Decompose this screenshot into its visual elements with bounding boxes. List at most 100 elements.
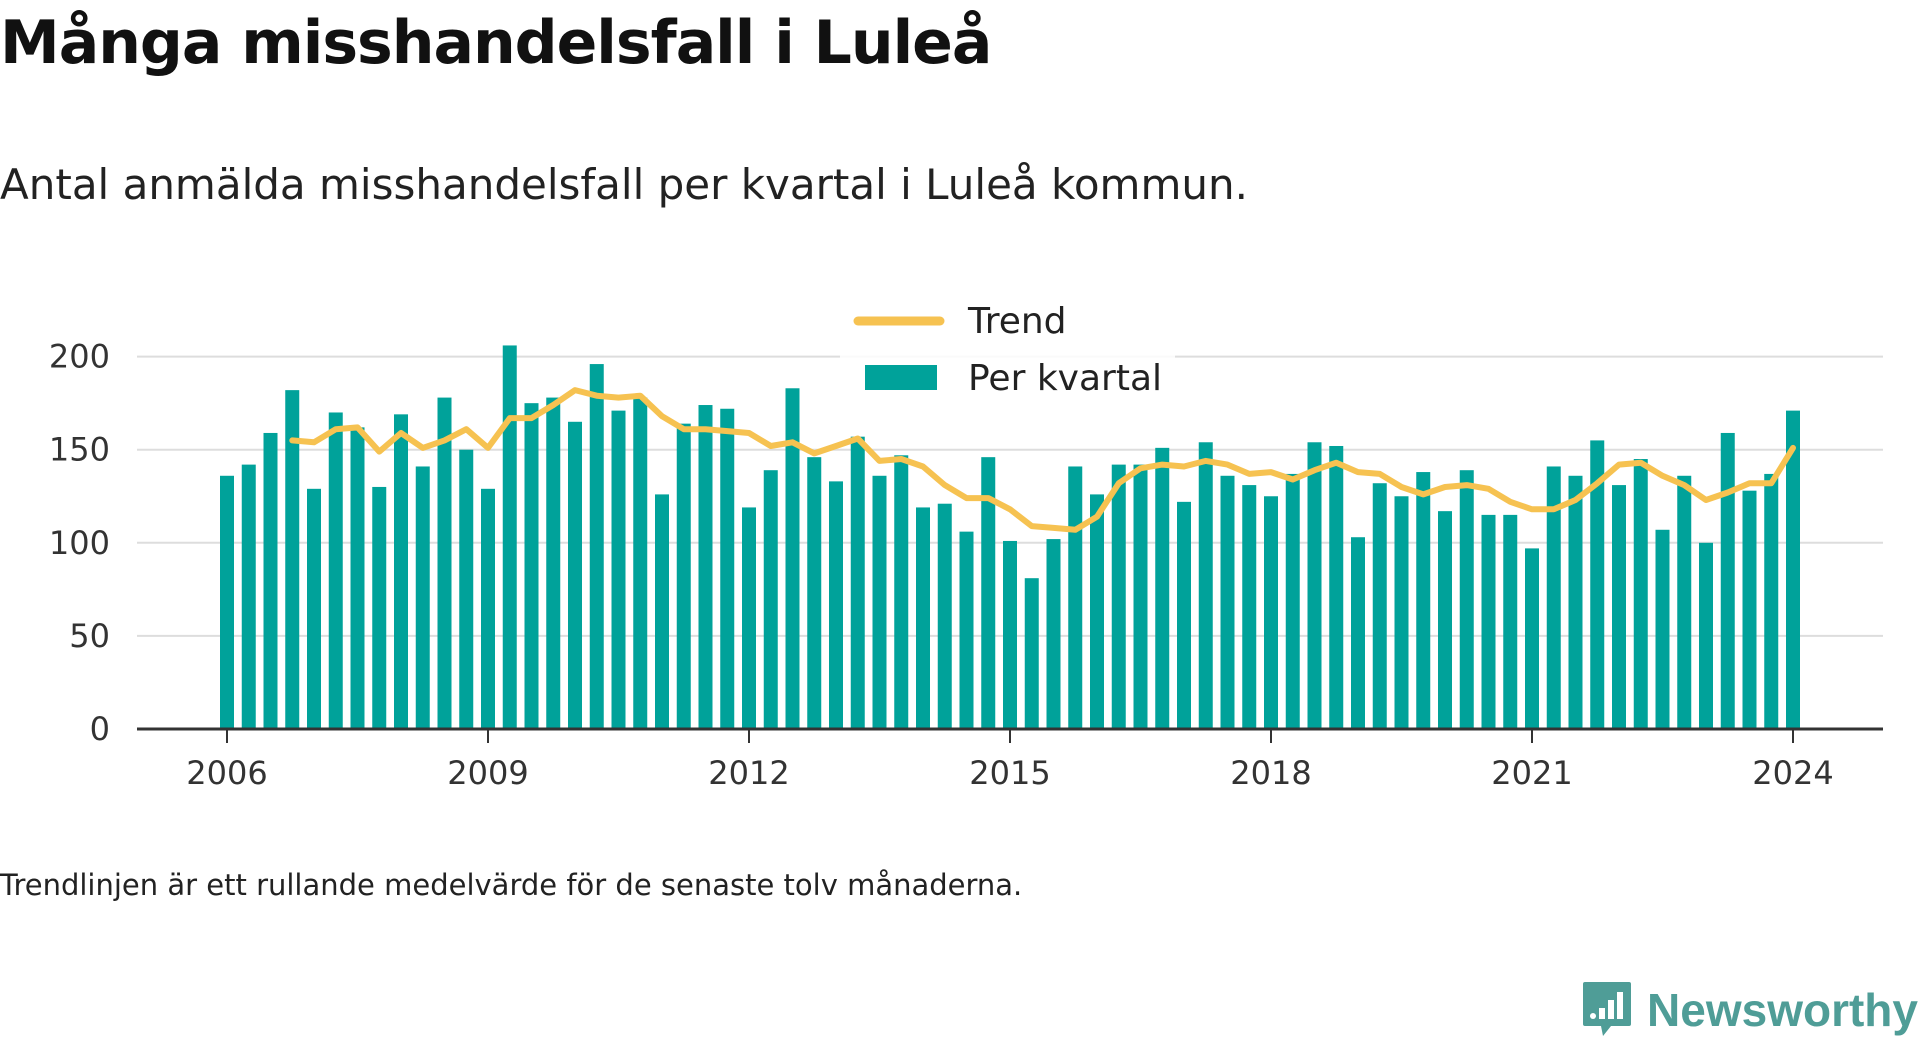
bar: [1329, 445, 1344, 729]
axes: 0 50 100 150 200 2006 2009 2012 2015 2018 2021 2024: [49, 338, 1883, 792]
x-tick-label: 2009: [447, 754, 528, 792]
bar: [1003, 540, 1017, 729]
bar: [285, 390, 300, 729]
bar: [1633, 459, 1648, 729]
y-tick-label: 50: [69, 617, 110, 655]
bar: [1742, 490, 1757, 729]
bar: [1090, 494, 1104, 729]
bar: [1307, 442, 1322, 729]
x-tick-label: 2015: [969, 754, 1050, 792]
bar: [807, 457, 822, 729]
bar: [1438, 511, 1452, 729]
bar: [1786, 410, 1800, 729]
bar: [872, 475, 887, 729]
legend: Trend Per kvartal: [840, 294, 1175, 406]
bar: [481, 488, 495, 729]
bar: [1155, 447, 1170, 729]
bar: [1546, 466, 1561, 729]
bar: [785, 388, 800, 729]
bar: [307, 488, 321, 729]
bar: [1503, 514, 1518, 729]
chart-area: 0 50 100 150 200 2006 2009 2012 2015 2018 2021 2024…: [49, 294, 1883, 792]
y-tick-label: 150: [49, 431, 110, 469]
bar: [1111, 464, 1126, 729]
chart-subtitle: Antal anmälda misshandelsfall per kvarta…: [0, 160, 1248, 209]
bar: [524, 403, 539, 729]
bar: [350, 427, 365, 729]
bar: [1198, 442, 1213, 729]
bar: [1394, 496, 1409, 729]
bar: [959, 531, 974, 729]
chart-footnote: Trendlinjen är ett rullande medelvärde f…: [0, 868, 1023, 902]
bar: [1264, 496, 1278, 729]
bar: [611, 410, 626, 729]
bar: [1416, 472, 1431, 729]
bar: [372, 486, 387, 729]
bar: [546, 397, 561, 729]
x-tick-label: 2018: [1230, 754, 1311, 792]
bar: [1220, 475, 1235, 729]
bar: [1699, 542, 1713, 729]
trend-series: [289, 387, 1796, 533]
bar: [1655, 529, 1670, 729]
bar: [655, 494, 669, 729]
bar: [981, 457, 996, 729]
bar: [502, 345, 517, 729]
bar: [1568, 475, 1583, 729]
bar: [1242, 485, 1257, 729]
chart-title: Många misshandelsfall i Luleå: [0, 8, 992, 78]
x-tick-label: 2024: [1752, 754, 1833, 792]
trend-line: [289, 387, 1796, 533]
bar: [1068, 466, 1083, 729]
bar: [720, 408, 735, 729]
bar: [1024, 578, 1039, 729]
bar: [937, 503, 952, 729]
x-tick-label: 2012: [708, 754, 789, 792]
bar: [394, 414, 408, 729]
y-tick-label: 100: [49, 524, 110, 562]
bar: [894, 455, 909, 729]
x-tick-label: 2021: [1491, 754, 1572, 792]
bar: [1177, 501, 1191, 729]
brand-logo: Newsworthy: [1581, 980, 1918, 1040]
bar: [742, 507, 756, 729]
bar: [1764, 473, 1779, 729]
legend-bar-swatch: [865, 365, 937, 390]
bar: [1612, 485, 1626, 729]
bar: [1372, 483, 1387, 729]
bar: [568, 421, 582, 729]
bar: [633, 397, 648, 729]
bar: [916, 507, 930, 729]
bar: [1677, 475, 1692, 729]
bar: [850, 436, 865, 729]
bar: [1285, 473, 1300, 729]
bar: [1481, 514, 1496, 729]
legend-bar-label: Per kvartal: [968, 358, 1162, 399]
newsworthy-logo-icon: [1583, 982, 1632, 1036]
brand-name: Newsworthy: [1647, 984, 1918, 1036]
bar: [1590, 440, 1605, 729]
bar: [328, 412, 343, 729]
bar: [1133, 464, 1148, 729]
y-tick-label: 0: [90, 710, 110, 748]
bar: [459, 449, 474, 729]
y-tick-label: 200: [49, 338, 110, 376]
bar: [676, 423, 691, 729]
bar: [829, 481, 843, 729]
legend-trend-label: Trend: [967, 301, 1067, 342]
bar: [1720, 432, 1735, 729]
bar: [241, 464, 256, 729]
bar: [589, 364, 604, 729]
bar: [1459, 470, 1474, 729]
bar: [1046, 539, 1061, 729]
x-tick-label: 2006: [186, 754, 267, 792]
bar: [698, 405, 713, 729]
bar: [437, 397, 452, 729]
bar: [415, 466, 430, 729]
bar-series: [220, 345, 1800, 729]
bar: [263, 432, 278, 729]
bar: [1351, 537, 1365, 729]
bar: [763, 470, 778, 729]
bar: [220, 475, 234, 729]
bar: [1525, 548, 1539, 729]
